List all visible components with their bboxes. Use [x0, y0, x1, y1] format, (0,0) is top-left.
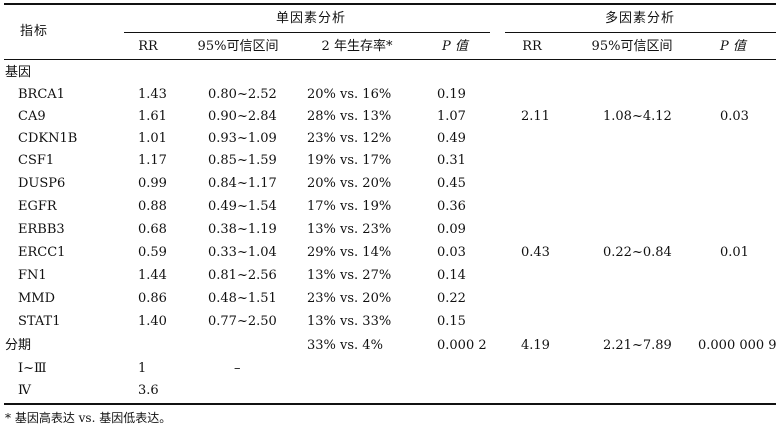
stage-row-rr: 3.6: [138, 383, 159, 398]
stage-survival: 33% vs. 4%: [307, 338, 383, 353]
stage-row-name: Ⅰ~Ⅲ: [18, 361, 47, 376]
row-name: FN1: [18, 268, 47, 283]
header-uni-rr: RR: [138, 39, 158, 54]
row-rr: 1.44: [138, 268, 167, 283]
row-name: ERBB3: [18, 222, 65, 237]
row-ci: 0.90~2.84: [208, 109, 277, 124]
header-multivariate-group: 多因素分析: [604, 11, 676, 26]
row-multi-ci: 0.22~0.84: [603, 245, 672, 260]
row-p: 0.09: [437, 222, 466, 237]
row-ci: 0.81~2.56: [208, 268, 277, 283]
row-survival: 20% vs. 20%: [307, 176, 392, 191]
row-rr: 1.43: [138, 87, 167, 102]
row-survival: 23% vs. 12%: [307, 131, 392, 146]
row-multi-rr: 0.43: [521, 245, 550, 260]
row-ci: 0.38~1.19: [208, 222, 277, 237]
header-uni-ci: 95%可信区间: [197, 39, 279, 54]
row-ci: 0.77~2.50: [208, 314, 277, 329]
row-name: MMD: [18, 291, 56, 306]
row-survival: 28% vs. 13%: [307, 109, 392, 124]
row-ci: 0.49~1.54: [208, 199, 277, 214]
stage-row-rr: 1: [138, 361, 147, 376]
row-ci: 0.48~1.51: [208, 291, 277, 306]
row-multi-ci: 1.08~4.12: [603, 109, 672, 124]
row-p: 0.49: [437, 131, 466, 146]
header-multi-p: P 值: [720, 39, 746, 54]
row-ci: 0.84~1.17: [208, 176, 277, 191]
row-rr: 0.68: [138, 222, 167, 237]
stage-row-ci: –: [234, 361, 241, 376]
row-p: 0.03: [437, 245, 466, 260]
row-name: BRCA1: [18, 87, 65, 102]
row-name: CDKN1B: [18, 131, 78, 146]
stage-label: 分期: [5, 338, 32, 353]
row-survival: 13% vs. 27%: [307, 268, 392, 283]
header-bottom-rule: [4, 59, 776, 60]
row-survival: 19% vs. 17%: [307, 153, 392, 168]
multi-group-rule: [505, 32, 776, 33]
row-name: CSF1: [18, 153, 55, 168]
row-p: 1.07: [437, 109, 466, 124]
row-rr: 1.40: [138, 314, 167, 329]
top-rule: [4, 3, 776, 5]
row-p: 0.15: [437, 314, 466, 329]
row-ci: 0.93~1.09: [208, 131, 277, 146]
row-rr: 0.99: [138, 176, 167, 191]
stage-row-name: Ⅳ: [18, 383, 31, 398]
row-name: ERCC1: [18, 245, 66, 260]
row-name: EGFR: [18, 199, 57, 214]
row-p: 0.19: [437, 87, 466, 102]
header-indicator: 指标: [20, 24, 49, 39]
row-multi-p: 0.01: [720, 245, 749, 260]
header-multi-rr: RR: [522, 39, 542, 54]
row-multi-rr: 2.11: [521, 109, 550, 124]
section-gene-label: 基因: [5, 65, 32, 80]
stage-multi-rr: 4.19: [521, 338, 550, 353]
row-ci: 0.85~1.59: [208, 153, 277, 168]
row-p: 0.31: [437, 153, 466, 168]
row-p: 0.45: [437, 176, 466, 191]
stage-multi-ci: 2.21~7.89: [603, 338, 672, 353]
row-rr: 0.88: [138, 199, 167, 214]
bottom-rule: [4, 403, 776, 405]
row-rr: 0.59: [138, 245, 167, 260]
header-univariate-group: 单因素分析: [275, 11, 347, 26]
row-ci: 0.33~1.04: [208, 245, 277, 260]
row-survival: 13% vs. 23%: [307, 222, 392, 237]
row-survival: 17% vs. 19%: [307, 199, 392, 214]
row-name: STAT1: [18, 314, 61, 329]
row-p: 0.36: [437, 199, 466, 214]
row-rr: 1.01: [138, 131, 167, 146]
row-multi-p: 0.03: [720, 109, 749, 124]
stage-p: 0.000 2: [437, 338, 487, 353]
row-p: 0.22: [437, 291, 466, 306]
row-name: CA9: [18, 109, 46, 124]
uni-group-rule: [124, 32, 490, 33]
row-name: DUSP6: [18, 176, 66, 191]
row-rr: 1.17: [138, 153, 167, 168]
header-uni-p: P 值: [442, 39, 468, 54]
row-ci: 0.80~2.52: [208, 87, 277, 102]
row-rr: 1.61: [138, 109, 167, 124]
row-p: 0.14: [437, 268, 466, 283]
row-survival: 13% vs. 33%: [307, 314, 392, 329]
header-multi-ci: 95%可信区间: [591, 39, 673, 54]
row-survival: 20% vs. 16%: [307, 87, 392, 102]
stage-multi-p: 0.000 000 9: [698, 338, 777, 353]
header-uni-survival: 2 年生存率*: [321, 39, 393, 54]
footnote: * 基因高表达 vs. 基因低表达。: [5, 411, 172, 425]
row-survival: 29% vs. 14%: [307, 245, 392, 260]
row-rr: 0.86: [138, 291, 167, 306]
row-survival: 23% vs. 20%: [307, 291, 392, 306]
